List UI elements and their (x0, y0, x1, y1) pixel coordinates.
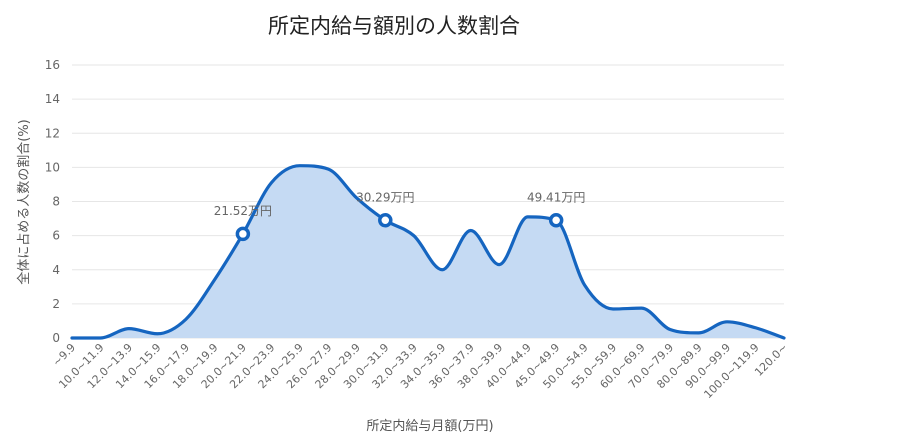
marker-layer: 21.52万円 30.29万円 49.41万円 (214, 190, 585, 242)
annotation-marker (235, 226, 251, 242)
y-tick-label: 4 (52, 263, 60, 277)
annotation-label: 21.52万円 (214, 204, 272, 218)
area-layer (72, 165, 784, 338)
y-tick-label: 0 (52, 331, 60, 345)
chart-title: 所定内給与額別の人数割合 (268, 14, 520, 38)
annotation-label: 49.41万円 (527, 190, 585, 204)
y-axis-title: 全体に占める人数の割合(%) (16, 119, 32, 285)
grid-layer (72, 64, 784, 339)
y-tick-label: 6 (52, 229, 60, 243)
y-tick-label: 10 (45, 160, 60, 174)
x-axis-ticks: ~9.910.0~11.912.0~13.914.0~15.916.0~17.9… (50, 341, 790, 401)
y-tick-label: 14 (45, 92, 60, 106)
area-fill (72, 165, 784, 338)
line-layer (70, 164, 786, 340)
x-axis-title: 所定内給与月額(万円) (366, 418, 493, 434)
annotation-marker (548, 213, 564, 228)
y-tick-label: 16 (45, 58, 60, 72)
series-line (70, 164, 786, 340)
y-tick-label: 8 (52, 195, 60, 209)
annotation-label: 30.29万円 (356, 190, 414, 204)
y-axis-ticks: 0 2 4 6 8 10 12 14 16 (45, 58, 60, 345)
y-tick-label: 12 (45, 126, 60, 140)
annotation-marker (378, 213, 393, 228)
y-tick-label: 2 (52, 297, 60, 311)
